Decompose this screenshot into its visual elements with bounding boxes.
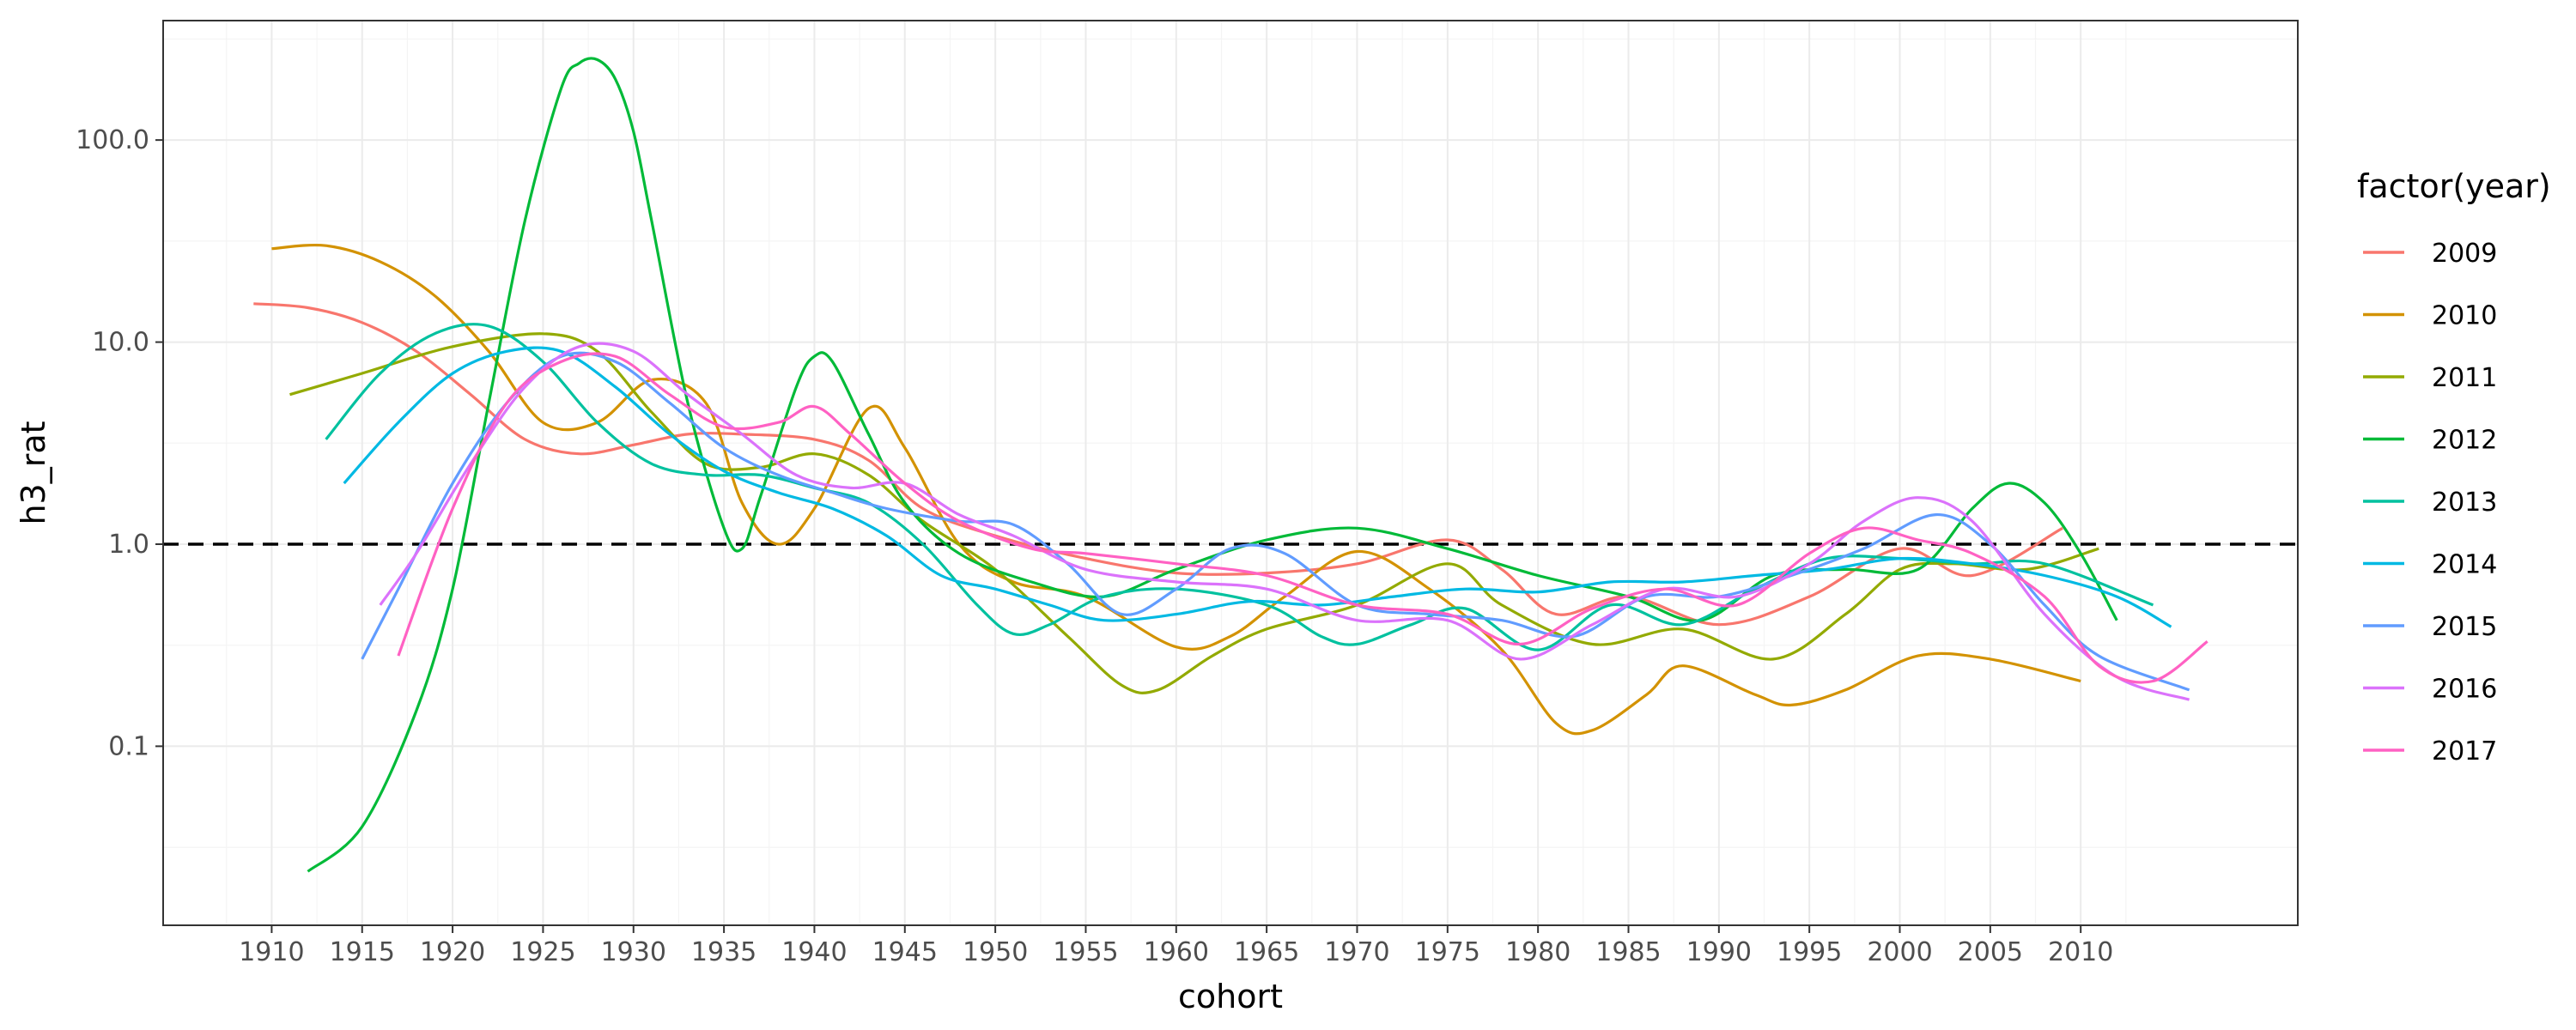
legend-item-2011: 2011 xyxy=(2363,363,2497,393)
legend-label-2009: 2009 xyxy=(2432,239,2497,269)
y-tick-label: 100.0 xyxy=(76,125,149,155)
legend-item-2014: 2014 xyxy=(2363,550,2497,580)
x-tick-label: 1945 xyxy=(872,937,938,967)
major-gridlines xyxy=(163,21,2298,925)
legend-items: 2009 2010 2011 2012 2013 2014 2015 2016 2017 xyxy=(2363,239,2497,766)
x-tick-label: 2000 xyxy=(1867,937,1932,967)
x-tick-label: 1970 xyxy=(1324,937,1389,967)
legend-item-2016: 2016 xyxy=(2363,675,2497,705)
legend: factor(year) 2009 2010 2011 2012 2013 2014 201… xyxy=(2357,167,2551,766)
x-tick-label: 1975 xyxy=(1415,937,1480,967)
series-line-2011 xyxy=(289,332,2099,694)
y-tick-label: 0.1 xyxy=(108,731,149,761)
x-tick-label: 1990 xyxy=(1686,937,1752,967)
legend-label-2012: 2012 xyxy=(2432,426,2497,456)
series-line-2015 xyxy=(361,351,2190,692)
legend-label-2016: 2016 xyxy=(2432,675,2497,705)
legend-label-2011: 2011 xyxy=(2432,363,2497,393)
x-tick-label: 1960 xyxy=(1144,937,1209,967)
y-axis-title: h3_rat xyxy=(15,421,52,524)
x-tick-label: 2005 xyxy=(1958,937,2023,967)
x-tick-label: 1925 xyxy=(510,937,575,967)
x-tick-label: 1985 xyxy=(1595,937,1661,967)
x-tick-label: 1920 xyxy=(420,937,485,967)
plot-panel-border xyxy=(162,20,2299,926)
legend-item-2017: 2017 xyxy=(2363,736,2497,766)
minor-gridlines xyxy=(163,21,2298,925)
x-tick-label: 1965 xyxy=(1234,937,1299,967)
legend-item-2009: 2009 xyxy=(2363,239,2497,269)
series-line-2009 xyxy=(253,302,2063,627)
x-axis: 1910 1915 1920 1925 1930 1935 1940 1945 1950 1955… xyxy=(239,925,2113,967)
y-axis: 0.1 1.0 10.0 100.0 xyxy=(76,125,163,761)
plot-panel-background xyxy=(163,21,2298,925)
series-lines xyxy=(253,57,2208,873)
legend-label-2017: 2017 xyxy=(2432,736,2497,766)
legend-label-2014: 2014 xyxy=(2432,550,2497,580)
series-line-2012 xyxy=(307,57,2118,873)
series-line-2017 xyxy=(397,352,2208,684)
legend-item-2015: 2015 xyxy=(2363,612,2497,642)
y-tick-label: 1.0 xyxy=(108,530,149,560)
x-tick-label: 1995 xyxy=(1777,937,1842,967)
y-tick-label: 10.0 xyxy=(92,328,149,358)
legend-label-2015: 2015 xyxy=(2432,612,2497,642)
x-tick-label: 1940 xyxy=(781,937,847,967)
x-tick-label: 1950 xyxy=(963,937,1028,967)
series-line-2014 xyxy=(343,346,2172,628)
series-line-2016 xyxy=(379,342,2190,701)
legend-item-2013: 2013 xyxy=(2363,488,2497,518)
x-tick-label: 2010 xyxy=(2048,937,2113,967)
legend-title: factor(year) xyxy=(2357,167,2551,205)
x-tick-label: 1935 xyxy=(691,937,756,967)
legend-label-2013: 2013 xyxy=(2432,488,2497,518)
x-tick-label: 1915 xyxy=(330,937,395,967)
x-tick-label: 1955 xyxy=(1053,937,1118,967)
x-tick-label: 1980 xyxy=(1505,937,1571,967)
legend-item-2010: 2010 xyxy=(2363,301,2497,331)
x-axis-title: cohort xyxy=(1178,978,1283,1015)
legend-item-2012: 2012 xyxy=(2363,426,2497,456)
x-tick-label: 1910 xyxy=(239,937,304,967)
x-tick-label: 1930 xyxy=(601,937,666,967)
legend-label-2010: 2010 xyxy=(2432,301,2497,331)
